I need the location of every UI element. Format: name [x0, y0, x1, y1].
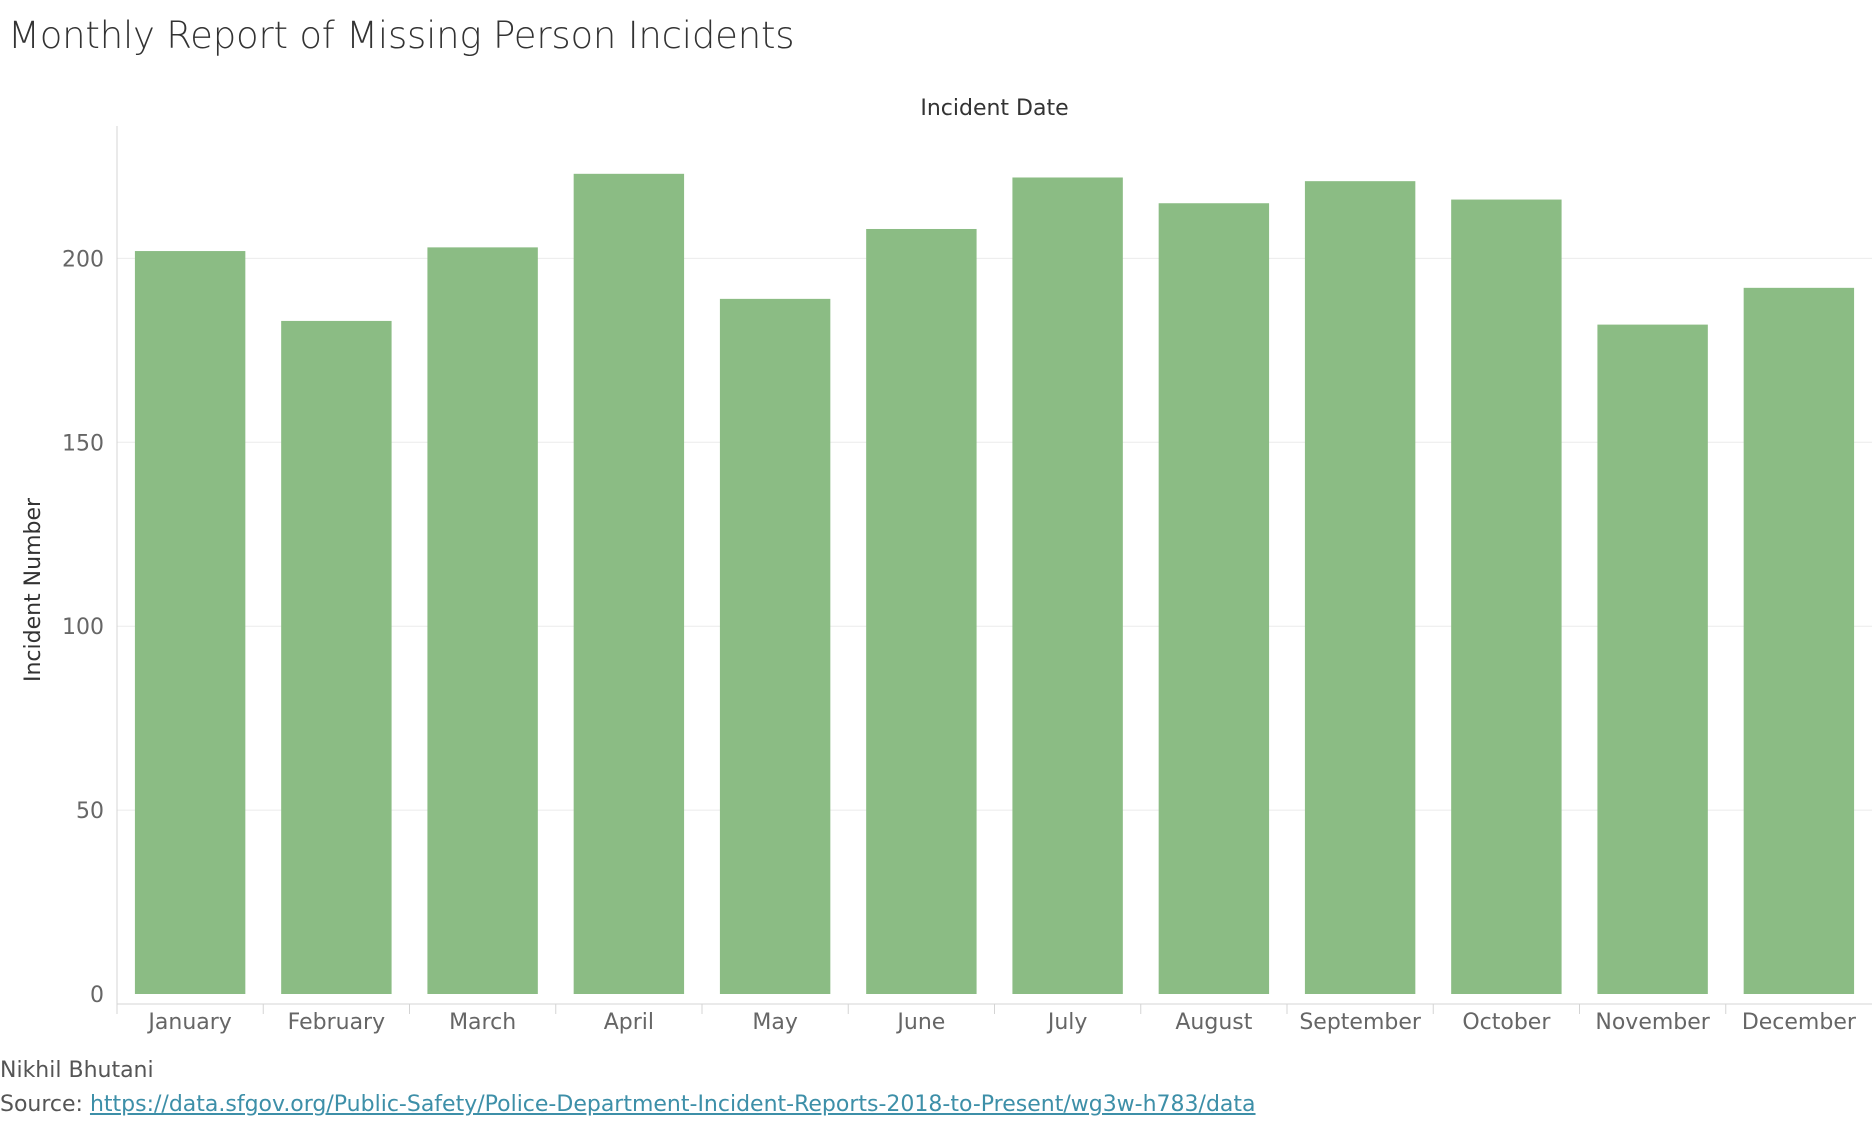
axes: 0 50 100 150 200 January February March April May… — [62, 126, 1872, 1035]
bar-may — [719, 298, 831, 995]
x-tick-label-january: January — [146, 1010, 231, 1035]
source-prefix: Source: — [0, 1092, 90, 1117]
bars — [134, 173, 1855, 995]
bar-june — [866, 228, 977, 995]
gridlines — [117, 257, 1872, 811]
bar-october — [1451, 199, 1562, 994]
bar-january — [134, 251, 246, 994]
bar-july — [1012, 177, 1123, 995]
x-axis-title: Incident Date — [920, 96, 1068, 121]
x-tick-label-may: May — [752, 1010, 797, 1035]
y-tick-label: 50 — [76, 799, 104, 824]
x-tick-label-march: March — [449, 1010, 516, 1035]
bar-september — [1304, 181, 1416, 994]
x-tick-label-july: July — [1046, 1010, 1088, 1035]
bar-december — [1743, 287, 1855, 994]
x-tick-label-november: November — [1595, 1010, 1710, 1035]
x-tick-label-june: June — [895, 1010, 945, 1035]
bar-august — [1158, 203, 1270, 994]
x-tick-label-september: September — [1299, 1010, 1422, 1035]
bar-february — [281, 320, 392, 994]
x-tick-label-october: October — [1462, 1010, 1551, 1035]
y-tick-label: 150 — [62, 431, 104, 456]
bar-november — [1597, 324, 1708, 994]
x-tick-label-february: February — [288, 1010, 386, 1035]
x-tick-label-april: April — [604, 1010, 654, 1035]
footer: Nikhil Bhutani Source: https://data.sfgo… — [0, 1054, 1256, 1122]
y-axis-title: Incident Number — [21, 497, 46, 682]
source-line: Source: https://data.sfgov.org/Public-Sa… — [0, 1088, 1256, 1122]
bar-april — [573, 173, 685, 995]
author-credit: Nikhil Bhutani — [0, 1058, 154, 1083]
source-link[interactable]: https://data.sfgov.org/Public-Safety/Pol… — [89, 1092, 1256, 1117]
y-tick-label: 200 — [62, 247, 104, 272]
chart-title: Monthly Report of Missing Person Inciden… — [8, 14, 795, 57]
y-tick-label: 0 — [90, 983, 104, 1008]
x-tick-label-august: August — [1175, 1010, 1252, 1035]
bar-march — [427, 247, 538, 995]
y-tick-label: 100 — [62, 615, 104, 640]
x-tick-label-december: December — [1742, 1010, 1857, 1035]
